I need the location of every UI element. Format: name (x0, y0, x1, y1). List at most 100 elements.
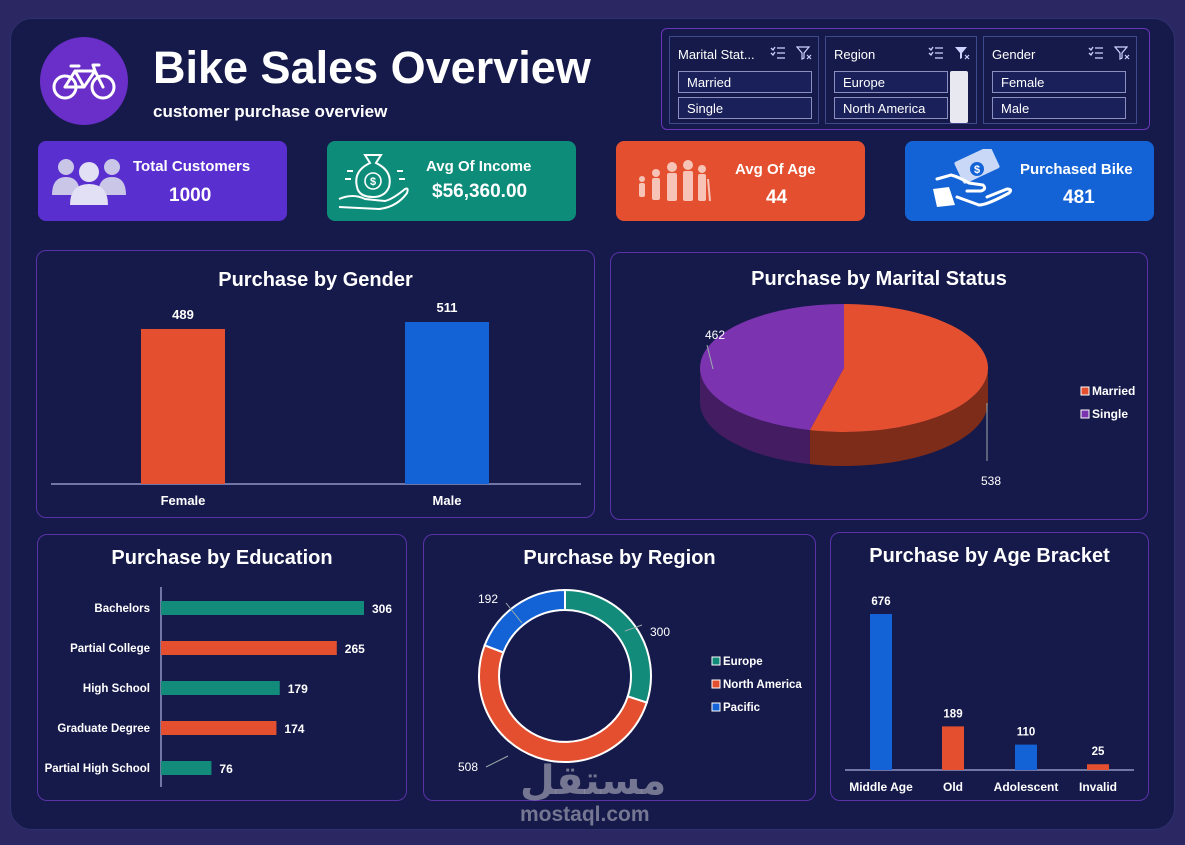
data-label: 189 (943, 708, 962, 720)
pie-slice-side (700, 368, 810, 465)
legend-swatch (711, 679, 721, 689)
kpi-label: Purchased Bike (1020, 161, 1133, 178)
data-label: 306 (372, 602, 392, 616)
data-label: 76 (219, 762, 233, 776)
donut-segment (483, 588, 566, 654)
bar (1087, 764, 1109, 770)
y-tick-label: Graduate Degree (57, 723, 150, 735)
slicer-item-single[interactable]: Single (678, 97, 812, 119)
kpi-total-customers: Total Customers 1000 (38, 141, 287, 221)
education-bar-chart: 306 Bachelors 265 Partial College 179 High Sc… (45, 587, 392, 787)
multi-select-icon[interactable] (928, 46, 944, 60)
kpi-value: 481 (1063, 187, 1095, 208)
kpi-avg-age: Avg Of Age 44 (616, 141, 865, 221)
legend-swatch (1080, 409, 1090, 419)
data-label: 676 (871, 596, 890, 608)
data-label: 192 (478, 592, 498, 606)
clear-filter-icon[interactable] (954, 46, 970, 60)
bar (1015, 744, 1037, 770)
slicer-scrollbar[interactable] (950, 71, 968, 123)
panel-purchase-by-region: Purchase by Region 300 508 192 Europe North … (423, 534, 816, 801)
slicer-item-male[interactable]: Male (992, 97, 1126, 119)
kpi-value: 1000 (169, 185, 212, 206)
pie-slice-married (809, 304, 988, 432)
legend-swatch (711, 702, 721, 712)
leader-line (505, 602, 523, 624)
slicer-item-married[interactable]: Married (678, 71, 812, 93)
page-title: Bike Sales Overview (153, 42, 591, 93)
pie-slice-side (809, 368, 988, 466)
legend-label: North America (723, 679, 802, 691)
family-ages-icon (639, 160, 711, 202)
bar (942, 726, 964, 770)
y-tick-label: Partial College (70, 643, 150, 655)
data-label: 508 (458, 760, 478, 774)
svg-text:$: $ (370, 176, 376, 188)
legend-swatch (1080, 386, 1090, 396)
slicer-marital-status: Marital Stat... Married Single (669, 36, 819, 124)
bar (161, 761, 212, 775)
bar (405, 322, 489, 484)
multi-select-icon[interactable] (770, 46, 786, 60)
x-tick-label: Female (161, 493, 206, 508)
data-label: 538 (981, 474, 1001, 488)
clear-filter-icon[interactable] (796, 46, 812, 60)
x-tick-label: Old (943, 780, 963, 794)
y-tick-label: Partial High School (45, 763, 150, 775)
clear-filter-icon[interactable] (1114, 46, 1130, 60)
cash-hand-icon: $ (933, 149, 1013, 207)
chart-title: Purchase by Marital Status (751, 268, 1007, 290)
people-icon (52, 159, 126, 205)
data-label: 489 (172, 307, 194, 322)
data-label: 300 (650, 625, 670, 639)
panel-purchase-by-age-bracket: Purchase by Age Bracket 676 Middle Age 189… (830, 532, 1149, 801)
slicer-group: Marital Stat... Married Single Region Eu… (661, 28, 1150, 130)
page-subtitle: customer purchase overview (153, 102, 388, 121)
money-bag-hand-icon: $ (338, 154, 409, 211)
bar (141, 328, 225, 484)
y-tick-label: High School (83, 683, 150, 695)
region-donut-chart: 300 508 192 Europe North America Pacific (458, 588, 802, 774)
data-label: 179 (288, 682, 308, 696)
chart-title: Purchase by Age Bracket (869, 545, 1110, 567)
bar (161, 721, 277, 735)
kpi-label: Avg Of Income (426, 158, 532, 175)
slicer-item-female[interactable]: Female (992, 71, 1126, 93)
data-label: 174 (284, 722, 304, 736)
chart-title: Purchase by Education (111, 547, 333, 569)
x-tick-label: Invalid (1079, 780, 1117, 794)
pie-slice-single (700, 304, 844, 431)
slicer-title: Gender (992, 47, 1036, 62)
slicer-item-europe[interactable]: Europe (834, 71, 948, 93)
kpi-label: Total Customers (133, 158, 251, 175)
leader-line (706, 344, 714, 370)
bar (161, 641, 337, 655)
data-label: 462 (705, 328, 725, 342)
kpi-purchased-bike: $ Purchased Bike 481 (905, 141, 1154, 221)
kpi-avg-income: $ Avg Of Income $56,360.00 (327, 141, 576, 221)
donut-segment (564, 588, 652, 704)
bicycle-logo (40, 37, 128, 125)
legend-label: Married (1092, 384, 1135, 398)
legend-label: Europe (723, 656, 763, 668)
data-label: 511 (437, 300, 458, 315)
bar (161, 601, 364, 615)
bicycle-icon (52, 63, 116, 100)
chart-title: Purchase by Region (523, 547, 716, 569)
legend-label: Single (1092, 407, 1128, 421)
x-tick-label: Male (433, 493, 462, 508)
slicer-item-north-america[interactable]: North America (834, 97, 948, 119)
data-label: 265 (345, 642, 365, 656)
x-tick-label: Middle Age (849, 780, 913, 794)
gender-bar-chart: 489 Female 511 Male (51, 300, 581, 508)
slicer-region: Region Europe North America (825, 36, 977, 124)
age-bar-chart: 676 Middle Age 189 Old 110 Adolescent 25 Invali… (845, 596, 1134, 794)
slicer-gender: Gender Female Male (983, 36, 1137, 124)
slicer-title: Marital Stat... (678, 47, 755, 62)
marital-pie-chart: 538 462 Married Single (700, 304, 1135, 488)
multi-select-icon[interactable] (1088, 46, 1104, 60)
svg-text:$: $ (974, 164, 980, 176)
bar (870, 614, 892, 770)
legend-label: Pacific (723, 702, 761, 714)
bar (161, 681, 280, 695)
